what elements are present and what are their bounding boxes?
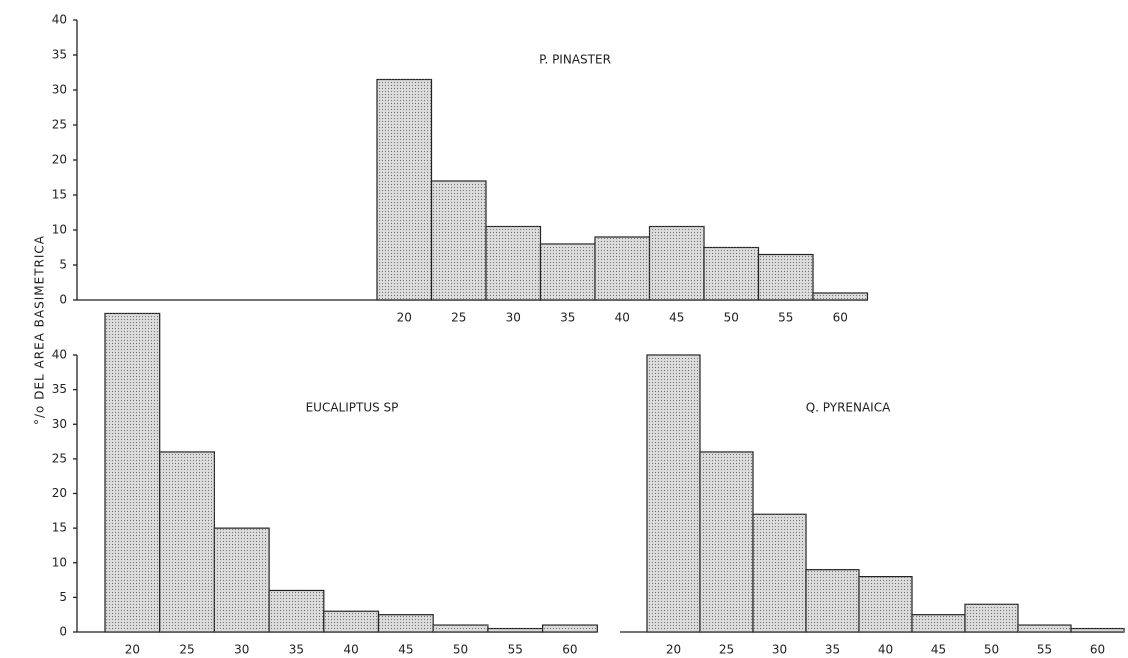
bar [432,624,489,633]
x-tick-label: 50 [984,643,999,657]
bar [213,527,270,633]
chart-title: EUCALIPTUS SP [306,401,399,415]
bar [104,312,161,633]
bar [812,292,869,301]
bar [805,569,860,633]
bar [430,180,487,301]
bar [699,451,754,633]
x-tick-label: 40 [344,643,359,657]
bar [1017,624,1072,633]
y-tick-label: 0 [59,625,67,639]
bar [159,451,215,633]
bar [964,603,1019,633]
y-tick-label: 20 [52,153,67,167]
bar [594,236,651,301]
x-tick-label: 25 [719,643,734,657]
y-tick-label: 5 [59,258,67,272]
chart-title: P. PINASTER [539,53,611,67]
x-tick-label: 50 [453,643,468,657]
x-tick-label: 30 [234,643,249,657]
y-tick-label: 10 [52,223,67,237]
x-tick-label: 50 [724,311,739,325]
y-tick-label: 10 [52,555,67,569]
x-tick-label: 55 [508,643,523,657]
y-tick-label: 30 [52,417,67,431]
y-tick-label: 30 [52,83,67,97]
bar [323,610,380,633]
bar [858,575,913,633]
x-tick-label: 35 [289,643,304,657]
x-tick-label: 45 [931,643,946,657]
y-tick-label: 40 [52,13,67,27]
y-tick-label: 25 [52,451,67,465]
y-tick-label: 35 [52,382,67,396]
bar [757,253,814,301]
x-tick-label: 20 [397,311,412,325]
bar [752,513,807,633]
bar [268,589,325,633]
x-tick-label: 35 [825,643,840,657]
x-tick-label: 45 [669,311,684,325]
y-tick-label: 20 [52,486,67,500]
y-tick-label: 15 [52,188,67,202]
x-tick-label: 40 [615,311,630,325]
x-tick-label: 55 [778,311,793,325]
x-tick-label: 60 [1090,643,1105,657]
bar [485,225,542,301]
bar [648,225,705,301]
y-tick-label: 0 [59,293,67,307]
y-tick-label: 5 [59,590,67,604]
x-tick-label: 20 [125,643,140,657]
x-tick-label: 55 [1037,643,1052,657]
y-tick-label: 35 [52,48,67,62]
x-tick-label: 35 [560,311,575,325]
y-axis-label: °/o DEL AREA BASIMETRICA [33,235,47,425]
x-tick-label: 60 [833,311,848,325]
bar [539,243,596,301]
y-tick-label: 25 [52,118,67,132]
bar [487,627,544,633]
x-tick-label: 30 [506,311,521,325]
bar [377,614,434,633]
bar [646,354,701,633]
bar [541,624,598,633]
x-tick-label: 25 [451,311,466,325]
bar [376,78,433,301]
x-tick-label: 60 [562,643,577,657]
x-tick-label: 25 [179,643,194,657]
bar [1070,627,1125,633]
x-tick-label: 45 [398,643,413,657]
x-tick-label: 20 [666,643,681,657]
y-tick-label: 15 [52,521,67,535]
bar [703,246,760,301]
y-tick-label: 40 [52,348,67,362]
bar [911,614,966,633]
x-tick-label: 30 [772,643,787,657]
x-tick-label: 40 [878,643,893,657]
chart-title: Q. PYRENAICA [806,401,891,415]
